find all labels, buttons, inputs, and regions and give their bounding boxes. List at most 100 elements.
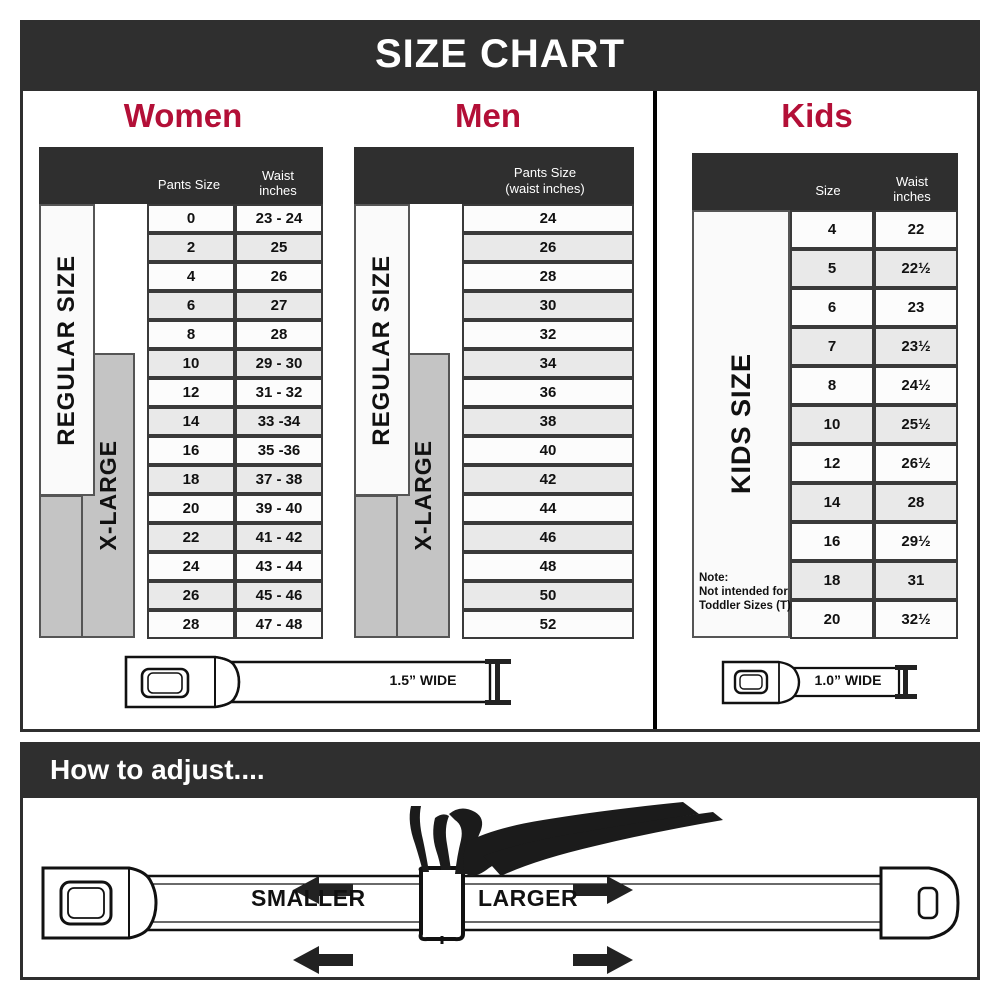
kids-cell-size: 14: [790, 483, 874, 522]
adult-belt-diagram: 1.5” WIDE: [118, 651, 538, 713]
kids-col-header-size: Size: [815, 183, 841, 198]
kids-cell-size: 7: [790, 327, 874, 366]
women-cell-waist: 39 - 40: [235, 494, 323, 523]
women-cell-waist: 47 - 48: [235, 610, 323, 639]
arrow-left-bottom: [293, 946, 353, 974]
kids-size-label-box: KIDS SIZE: [692, 210, 790, 638]
smaller-direction-label: SMALLER: [251, 885, 366, 911]
kids-col-header-waist-line1: Waist: [895, 174, 929, 189]
men-col-header-line1: Pants Size: [513, 165, 577, 180]
women-cell-waist: 23 - 24: [235, 204, 323, 233]
how-to-adjust-bar: How to adjust....: [20, 742, 980, 798]
women-cell-size: 22: [147, 523, 235, 552]
women-cell-waist: 43 - 44: [235, 552, 323, 581]
women-cell-size: 6: [147, 291, 235, 320]
kids-cell-size: 8: [790, 366, 874, 405]
men-cell-size: 50: [462, 581, 634, 610]
women-cell-size: 10: [147, 349, 235, 378]
women-regular-size-label: REGULAR SIZE: [53, 254, 80, 446]
section-heading-kids: Kids: [781, 97, 853, 134]
arrow-right-top: [573, 876, 633, 904]
women-cell-size: 8: [147, 320, 235, 349]
men-xlarge-label: X-LARGE: [409, 440, 436, 551]
section-heading-women: Women: [123, 97, 243, 134]
men-cell-size: 32: [462, 320, 634, 349]
kids-cell-waist: 26½: [874, 444, 958, 483]
section-heading-men: Men: [455, 97, 521, 134]
kids-cell-waist: 31: [874, 561, 958, 600]
women-cell-waist: 25: [235, 233, 323, 262]
men-cell-size: 52: [462, 610, 634, 639]
women-cell-size: 14: [147, 407, 235, 436]
size-tables-panel: Women Men Pants Size Waist inches REGULA…: [20, 88, 980, 732]
women-cell-size: 4: [147, 262, 235, 291]
men-col-header-line2: (waist inches): [505, 181, 585, 196]
women-cell-waist: 27: [235, 291, 323, 320]
belt-adjust-illustration: [41, 802, 960, 974]
kids-cell-waist: 23: [874, 288, 958, 327]
women-xlarge-label: X-LARGE: [94, 440, 121, 551]
how-to-adjust-heading: How to adjust....: [50, 754, 265, 785]
men-cell-size: 40: [462, 436, 634, 465]
kids-col-header-waist-line2: inches: [893, 189, 931, 204]
women-cell-size: 20: [147, 494, 235, 523]
kids-belt-width-label: 1.0” WIDE: [814, 672, 882, 688]
women-cell-waist: 35 -36: [235, 436, 323, 465]
kids-note-line1: Note:: [699, 572, 729, 584]
kids-belt-diagram: 1.0” WIDE: [717, 656, 937, 708]
kids-cell-waist: 25½: [874, 405, 958, 444]
women-cell-size: 24: [147, 552, 235, 581]
kids-cell-waist: 23½: [874, 327, 958, 366]
kids-cell-waist: 24½: [874, 366, 958, 405]
women-cell-waist: 29 - 30: [235, 349, 323, 378]
men-xlarge-extension-block: [354, 495, 398, 638]
kids-column: Kids Size Waist inches KIDS SIZE Note: N…: [657, 91, 977, 729]
adult-belt-svg: [124, 655, 511, 709]
women-col-header-waist-line2: inches: [259, 183, 297, 198]
women-cell-size: 12: [147, 378, 235, 407]
kids-toddler-note: Note: Not intended for Toddler Sizes (T): [699, 571, 797, 613]
women-cell-size: 28: [147, 610, 235, 639]
kids-table-header: Size Waist inches: [692, 153, 958, 210]
women-regular-size-label-box: REGULAR SIZE: [39, 204, 95, 496]
kids-note-line2: Not intended for: [699, 586, 788, 598]
kids-cell-size: 16: [790, 522, 874, 561]
men-regular-size-label: REGULAR SIZE: [368, 254, 395, 446]
men-cell-size: 24: [462, 204, 634, 233]
arrow-right-bottom: [573, 946, 633, 974]
women-table-header: Pants Size Waist inches: [39, 147, 323, 204]
women-cell-waist: 33 -34: [235, 407, 323, 436]
men-cell-size: 30: [462, 291, 634, 320]
kids-cell-waist: 29½: [874, 522, 958, 561]
kids-belt-svg: [721, 660, 917, 705]
how-to-adjust-panel: SMALLER LARGER: [20, 798, 980, 980]
women-cell-waist: 26: [235, 262, 323, 291]
kids-cell-waist: 28: [874, 483, 958, 522]
men-table-header: Pants Size (waist inches): [354, 147, 634, 204]
men-cell-size: 44: [462, 494, 634, 523]
women-xlarge-extension-block: [39, 495, 83, 638]
women-cell-size: 26: [147, 581, 235, 610]
page-title-bar: SIZE CHART: [20, 20, 980, 88]
kids-cell-size: 20: [790, 600, 874, 639]
women-cell-waist: 41 - 42: [235, 523, 323, 552]
women-cell-size: 18: [147, 465, 235, 494]
women-cell-size: 2: [147, 233, 235, 262]
kids-cell-size: 4: [790, 210, 874, 249]
women-cell-size: 0: [147, 204, 235, 233]
kids-cell-size: 5: [790, 249, 874, 288]
kids-cell-waist: 32½: [874, 600, 958, 639]
men-cell-size: 48: [462, 552, 634, 581]
women-cell-waist: 31 - 32: [235, 378, 323, 407]
men-regular-size-label-box: REGULAR SIZE: [354, 204, 410, 496]
women-cell-waist: 28: [235, 320, 323, 349]
kids-note-line3: Toddler Sizes (T): [699, 600, 791, 612]
women-col-header-pants-size: Pants Size: [157, 177, 221, 192]
women-cell-waist: 45 - 46: [235, 581, 323, 610]
women-col-header-waist-line1: Waist: [261, 168, 295, 183]
page-title: SIZE CHART: [375, 32, 625, 76]
men-cell-size: 38: [462, 407, 634, 436]
women-cell-size: 16: [147, 436, 235, 465]
kids-cell-size: 10: [790, 405, 874, 444]
